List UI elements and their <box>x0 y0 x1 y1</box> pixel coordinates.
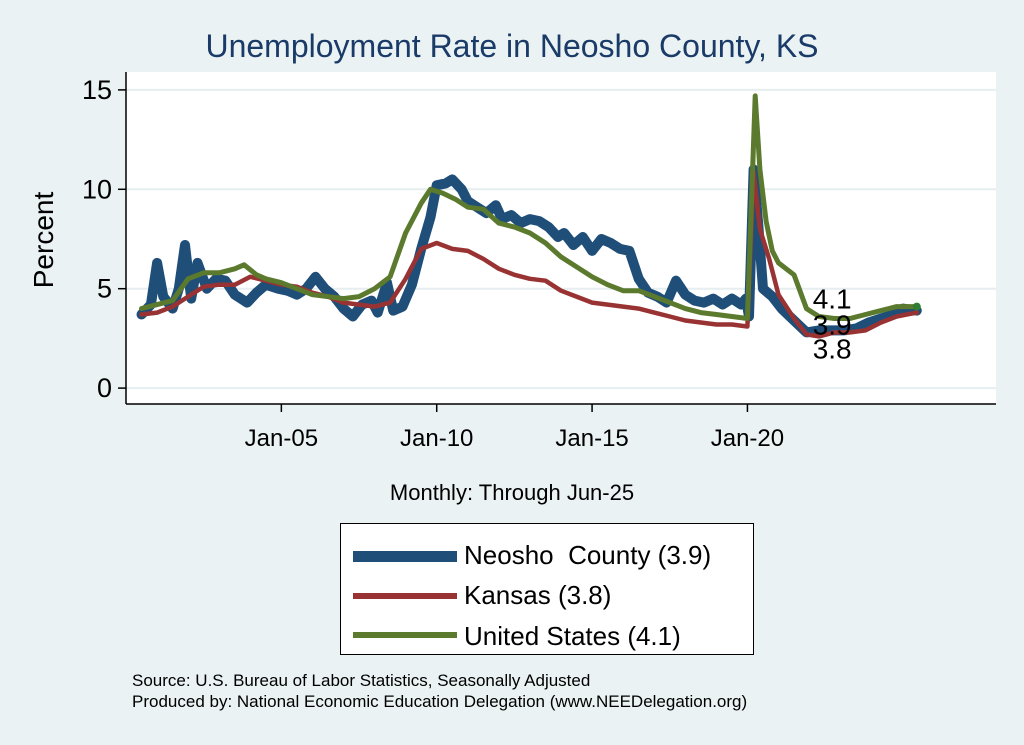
legend-label-neosho: Neosho County (3.9) <box>464 540 712 570</box>
x-tick-label: Jan-20 <box>711 425 784 452</box>
y-tick-label: 10 <box>82 174 112 204</box>
series-end-label: 3.9 <box>813 310 852 341</box>
grid-lines <box>126 88 996 390</box>
legend-item-us: United States (4.1) <box>341 619 753 655</box>
x-axis-caption: Monthly: Through Jun-25 <box>389 480 635 505</box>
y-tick-label: 15 <box>82 75 112 105</box>
axes: 0 5 10 15 Jan-05 Jan-10 Jan-15 Jan-20 Percent <box>28 72 996 452</box>
series-end-label: 4.1 <box>813 284 852 315</box>
legend-swatch-kansas <box>353 593 457 599</box>
legend-label-kansas: Kansas (3.8) <box>464 580 612 610</box>
legend-item-kansas: Kansas (3.8) <box>341 578 753 614</box>
y-axis-label: Percent <box>28 192 59 289</box>
series-end-label: 3.8 <box>813 334 852 365</box>
legend: Neosho County (3.9) Kansas (3.8) United … <box>340 523 754 655</box>
y-tick-label: 0 <box>97 373 112 403</box>
y-tick-label: 5 <box>97 274 112 304</box>
series-end-point <box>912 302 921 311</box>
legend-item-neosho: Neosho County (3.9) <box>341 538 753 574</box>
chart-title: Unemployment Rate in Neosho County, KS <box>205 28 819 64</box>
producer-line: Produced by: National Economic Education… <box>132 692 748 711</box>
x-tick-label: Jan-10 <box>400 425 473 452</box>
source-note: Source: U.S. Bureau of Labor Statistics,… <box>132 670 747 712</box>
x-tick-label: Jan-15 <box>555 425 628 452</box>
legend-swatch-us <box>353 632 457 638</box>
series-line-us <box>139 93 920 321</box>
x-tick-label: Jan-05 <box>245 425 318 452</box>
legend-label-us: United States (4.1) <box>464 621 681 651</box>
source-line: Source: U.S. Bureau of Labor Statistics,… <box>132 671 591 690</box>
legend-swatch-neosho <box>353 551 457 562</box>
end-labels: 4.13.93.8 <box>813 284 852 365</box>
series-lines <box>136 93 922 339</box>
